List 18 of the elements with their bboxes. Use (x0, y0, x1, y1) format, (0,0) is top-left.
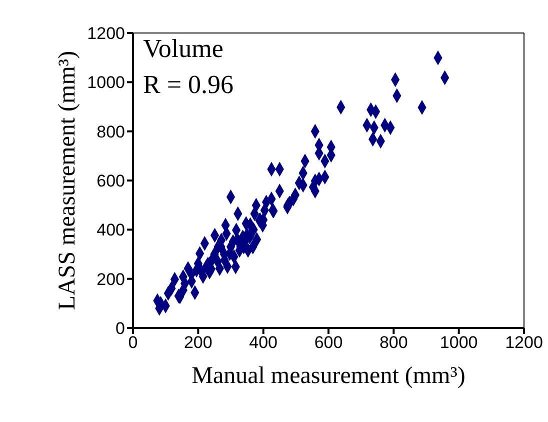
x-tick-label: 1000 (440, 333, 478, 352)
y-tick-label: 200 (96, 270, 125, 289)
y-axis-title: LASS measurement (mm³) (54, 50, 81, 310)
y-tick-label: 0 (116, 319, 125, 338)
x-tick-label: 1200 (505, 333, 543, 352)
x-tick-label: 600 (314, 333, 343, 352)
y-tick-label: 800 (96, 122, 125, 142)
x-tick-label: 0 (128, 333, 138, 352)
annotation: R = 0.96 (143, 70, 234, 100)
y-tick-label: 1000 (87, 73, 125, 92)
x-tick-label: 400 (249, 333, 278, 352)
x-tick-label: 200 (184, 333, 212, 352)
annotation: Volume (143, 34, 224, 64)
x-axis-title: Manual measurement (mm³) (192, 363, 466, 390)
x-tick-label: 800 (379, 333, 408, 352)
y-tick-label: 400 (96, 220, 125, 240)
y-tick-label: 1200 (87, 24, 125, 44)
y-tick-label: 600 (96, 172, 125, 191)
